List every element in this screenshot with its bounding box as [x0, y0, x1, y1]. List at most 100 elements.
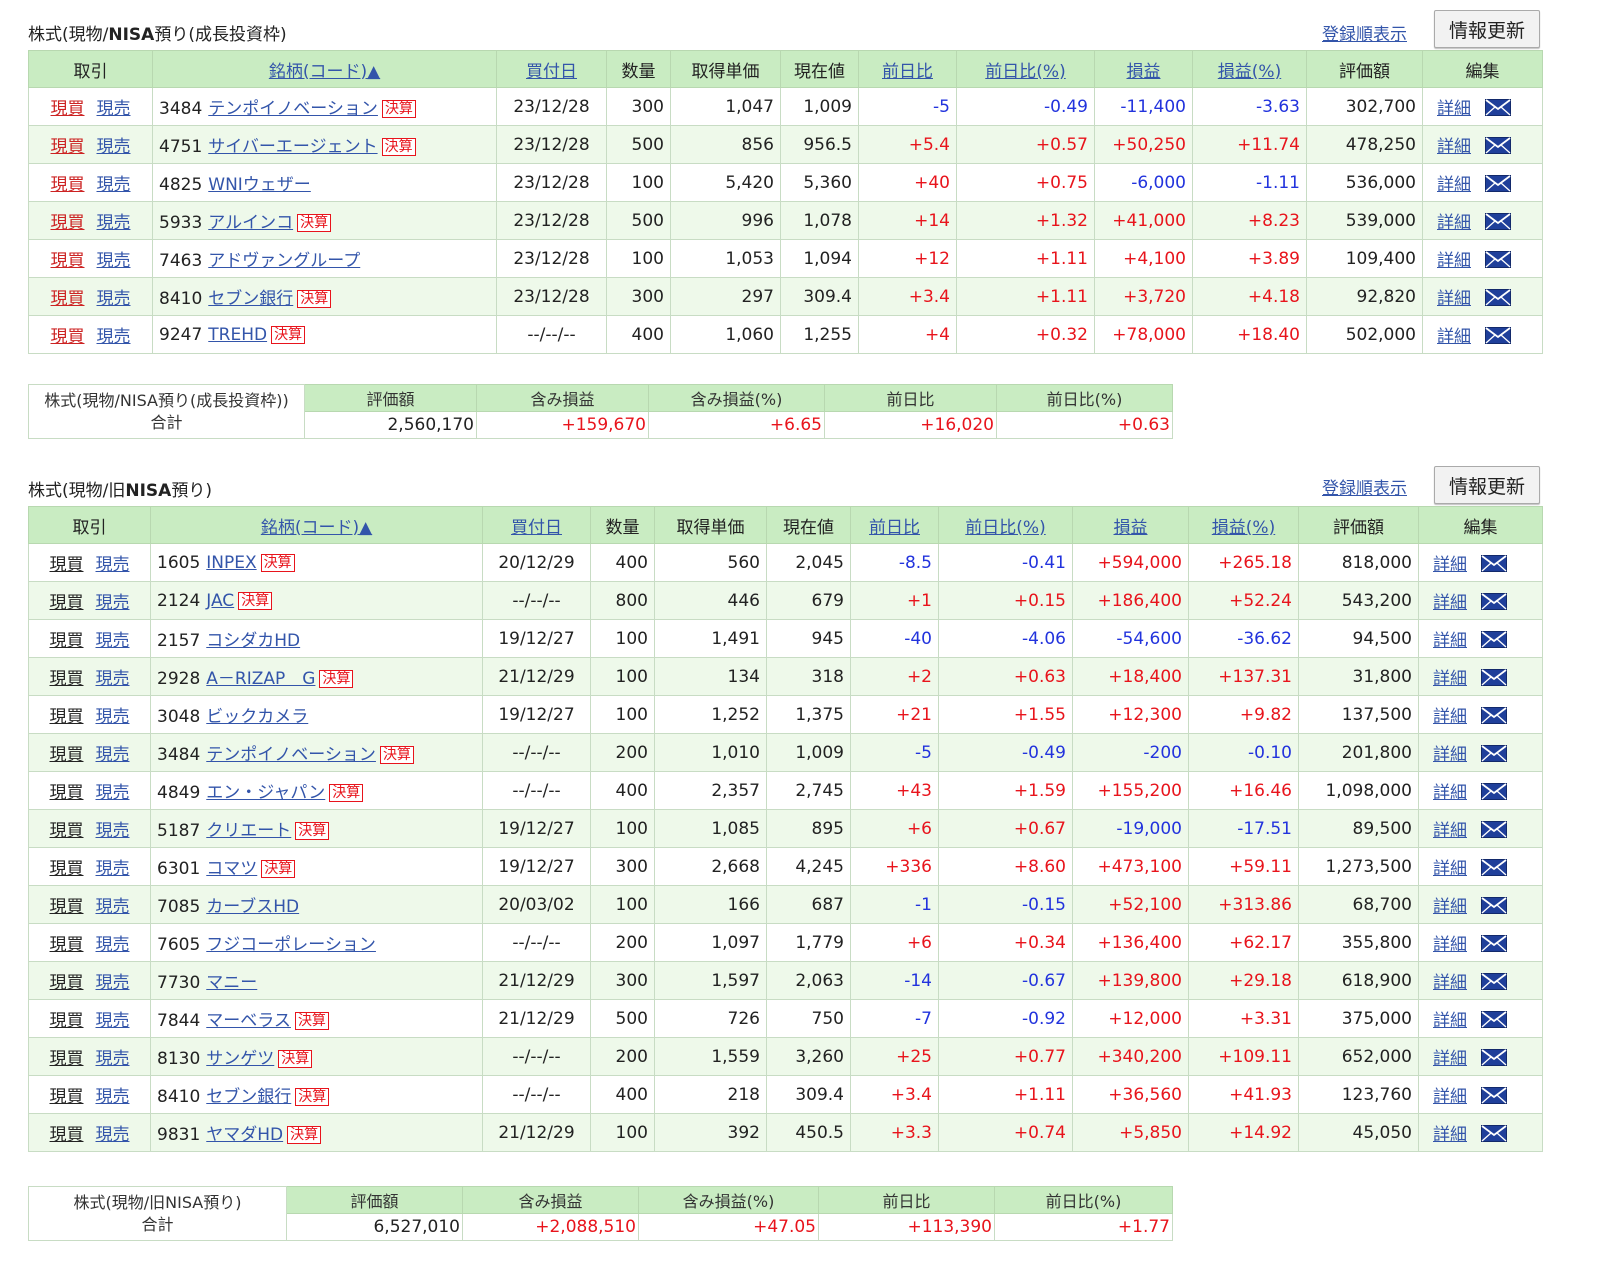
mail-icon[interactable]: [1481, 593, 1507, 610]
buy-link[interactable]: 現買: [49, 897, 84, 917]
mail-icon[interactable]: [1485, 175, 1511, 192]
sell-link[interactable]: 現売: [95, 593, 130, 613]
buy-link[interactable]: 現買: [50, 137, 85, 157]
mail-icon[interactable]: [1481, 707, 1507, 724]
detail-link[interactable]: 詳細: [1433, 859, 1467, 879]
stock-name-link[interactable]: フジコーポレーション: [206, 935, 376, 955]
header-name[interactable]: 銘柄(コード)▲: [150, 506, 483, 544]
earnings-badge[interactable]: 決算: [294, 1012, 329, 1030]
mail-icon[interactable]: [1485, 251, 1511, 268]
earnings-badge[interactable]: 決算: [261, 860, 296, 878]
stock-name-link[interactable]: マーベラス: [206, 1011, 291, 1031]
stock-name-link[interactable]: コシダカHD: [206, 631, 301, 651]
detail-link[interactable]: 詳細: [1433, 821, 1467, 841]
sell-link[interactable]: 現売: [96, 289, 131, 309]
stock-name-link[interactable]: ヤマダHD: [206, 1125, 284, 1145]
sell-link[interactable]: 現売: [95, 631, 130, 651]
buy-link[interactable]: 現買: [49, 669, 84, 689]
earnings-badge[interactable]: 決算: [238, 591, 273, 610]
buy-link[interactable]: 現買: [50, 327, 85, 347]
stock-name-link[interactable]: テンポイノベーション: [208, 99, 378, 119]
detail-link[interactable]: 詳細: [1437, 251, 1471, 271]
mail-icon[interactable]: [1481, 555, 1507, 572]
sell-link[interactable]: 現売: [95, 1125, 130, 1145]
sell-link[interactable]: 現売: [96, 213, 131, 233]
stock-name-link[interactable]: コマツ: [206, 859, 258, 879]
earnings-badge[interactable]: 決算: [379, 746, 414, 764]
detail-link[interactable]: 詳細: [1433, 707, 1467, 727]
detail-link[interactable]: 詳細: [1433, 745, 1467, 765]
earnings-badge[interactable]: 決算: [260, 553, 295, 572]
mail-icon[interactable]: [1481, 973, 1507, 990]
registration-order-link[interactable]: 登録順表示: [1322, 479, 1407, 499]
sell-link[interactable]: 現売: [96, 137, 131, 157]
detail-link[interactable]: 詳細: [1433, 669, 1467, 689]
sell-link[interactable]: 現売: [95, 1011, 130, 1031]
buy-link[interactable]: 現買: [50, 99, 85, 119]
earnings-badge[interactable]: 決算: [295, 822, 330, 840]
earnings-badge[interactable]: 決算: [381, 100, 416, 118]
mail-icon[interactable]: [1481, 669, 1507, 686]
header-chg[interactable]: 前日比: [850, 506, 939, 544]
sell-link[interactable]: 現売: [95, 821, 130, 841]
detail-link[interactable]: 詳細: [1433, 1125, 1467, 1145]
stock-name-link[interactable]: カーブスHD: [206, 897, 300, 917]
earnings-badge[interactable]: 決算: [295, 1088, 330, 1106]
stock-name-link[interactable]: WNIウェザー: [208, 175, 311, 195]
header-buy-date[interactable]: 買付日: [482, 506, 591, 544]
buy-link[interactable]: 現買: [49, 973, 84, 993]
detail-link[interactable]: 詳細: [1433, 935, 1467, 955]
buy-link[interactable]: 現買: [49, 745, 84, 765]
sell-link[interactable]: 現売: [95, 935, 130, 955]
sell-link[interactable]: 現売: [96, 251, 131, 271]
mail-icon[interactable]: [1485, 99, 1511, 116]
buy-link[interactable]: 現買: [49, 555, 84, 575]
earnings-badge[interactable]: 決算: [271, 325, 306, 344]
mail-icon[interactable]: [1485, 213, 1511, 230]
detail-link[interactable]: 詳細: [1437, 289, 1471, 309]
buy-link[interactable]: 現買: [49, 935, 84, 955]
earnings-badge[interactable]: 決算: [319, 670, 354, 688]
sell-link[interactable]: 現売: [95, 555, 130, 575]
stock-name-link[interactable]: サンゲツ: [206, 1049, 275, 1069]
buy-link[interactable]: 現買: [49, 631, 84, 651]
detail-link[interactable]: 詳細: [1437, 213, 1471, 233]
header-chg-pct[interactable]: 前日比(%): [938, 506, 1073, 544]
sell-link[interactable]: 現売: [95, 973, 130, 993]
mail-icon[interactable]: [1481, 1125, 1507, 1142]
mail-icon[interactable]: [1481, 935, 1507, 952]
stock-name-link[interactable]: JAC: [206, 590, 235, 611]
detail-link[interactable]: 詳細: [1433, 973, 1467, 993]
buy-link[interactable]: 現買: [50, 175, 85, 195]
stock-name-link[interactable]: セブン銀行: [206, 1087, 292, 1107]
detail-link[interactable]: 詳細: [1437, 327, 1471, 347]
sell-link[interactable]: 現売: [95, 1087, 130, 1107]
buy-link[interactable]: 現買: [49, 821, 84, 841]
mail-icon[interactable]: [1481, 1087, 1507, 1104]
detail-link[interactable]: 詳細: [1433, 631, 1467, 651]
stock-name-link[interactable]: A－RIZAP G: [206, 669, 316, 689]
header-pl-pct[interactable]: 損益(%): [1192, 50, 1307, 88]
header-buy-date[interactable]: 買付日: [496, 50, 607, 88]
registration-order-link[interactable]: 登録順表示: [1322, 25, 1407, 45]
header-chg-pct[interactable]: 前日比(%): [956, 50, 1095, 88]
header-pl[interactable]: 損益: [1094, 50, 1193, 88]
earnings-badge[interactable]: 決算: [297, 214, 332, 232]
detail-link[interactable]: 詳細: [1433, 897, 1467, 917]
buy-link[interactable]: 現買: [49, 1087, 84, 1107]
buy-link[interactable]: 現買: [49, 707, 84, 727]
header-name[interactable]: 銘柄(コード)▲: [152, 50, 497, 88]
mail-icon[interactable]: [1485, 137, 1511, 154]
buy-link[interactable]: 現買: [49, 859, 84, 879]
header-pl-pct[interactable]: 損益(%): [1188, 506, 1299, 544]
sell-link[interactable]: 現売: [95, 897, 130, 917]
earnings-badge[interactable]: 決算: [278, 1050, 313, 1068]
buy-link[interactable]: 現買: [50, 213, 85, 233]
detail-link[interactable]: 詳細: [1433, 1011, 1467, 1031]
earnings-badge[interactable]: 決算: [329, 784, 364, 802]
mail-icon[interactable]: [1485, 327, 1511, 344]
buy-link[interactable]: 現買: [49, 1049, 84, 1069]
detail-link[interactable]: 詳細: [1433, 1087, 1467, 1107]
mail-icon[interactable]: [1481, 1049, 1507, 1066]
stock-name-link[interactable]: セブン銀行: [208, 289, 294, 309]
